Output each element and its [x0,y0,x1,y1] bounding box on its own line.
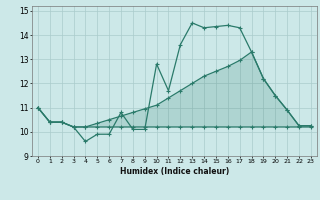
X-axis label: Humidex (Indice chaleur): Humidex (Indice chaleur) [120,167,229,176]
